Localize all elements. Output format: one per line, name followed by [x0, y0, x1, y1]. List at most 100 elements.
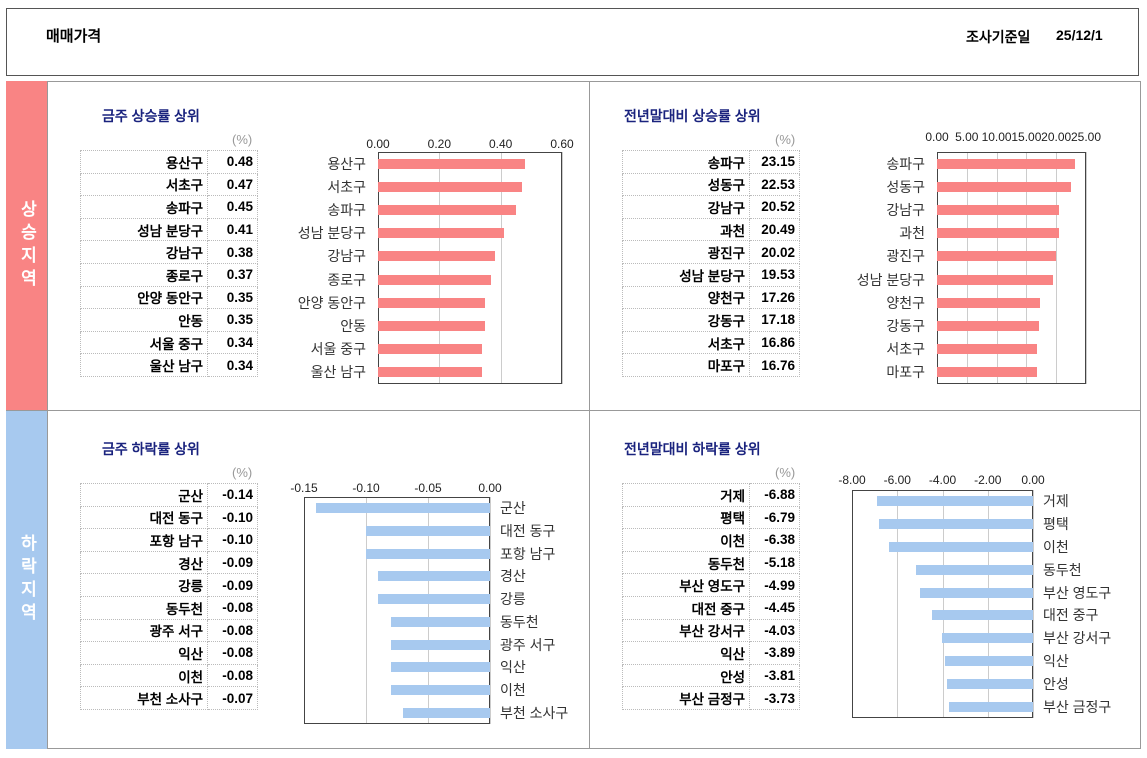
ytd-rise-value-cell: 17.18: [749, 308, 800, 332]
weekly-fall-gridline: [428, 497, 429, 724]
ytd-fall-category-label: 평택: [1043, 516, 1069, 533]
ytd-rise-table: 송파구 23.15 성동구 22.53 강남구 20.52 과천 20.49 광진구 20.02 성…: [621, 150, 800, 377]
weekly-fall-value-cell: -0.10: [207, 505, 258, 530]
ytd-rise-gridline: [996, 152, 998, 384]
ytd-fall-table-row: 대전 중구 -4.45: [621, 595, 800, 620]
ytd-rise-table-row: 마포구 16.76: [621, 353, 800, 377]
weekly-rise-table-row: 성남 분당구 0.41: [79, 217, 258, 242]
weekly-rise-value-cell: 0.37: [207, 262, 258, 287]
ytd-fall-category-label: 부산 금정구: [1043, 698, 1112, 715]
ytd-rise-region-cell: 성남 분당구: [621, 262, 751, 287]
survey-date-label: 조사기준일: [966, 29, 1031, 45]
weekly-fall-region-cell: 포항 남구: [79, 528, 209, 552]
ytd-fall-tick-label: -2.00: [974, 473, 1002, 487]
ytd-rise-gridline: [1056, 152, 1058, 384]
weekly-rise-region-cell: 용산구: [79, 150, 209, 174]
ytd-fall-category-label: 부산 강서구: [1043, 630, 1112, 647]
weekly-fall-table-row: 경산 -0.09: [79, 550, 258, 575]
ytd-rise-bar: [937, 205, 1060, 215]
ytd-fall-bar: [948, 701, 1033, 712]
weekly-fall-category-label: 부천 소사구: [500, 704, 569, 721]
weekly-rise-category-label: 용산구: [327, 155, 366, 172]
weekly-rise-bar: [378, 228, 504, 239]
weekly-rise-category-label: 강남구: [327, 248, 366, 265]
ytd-rise-bar: [937, 344, 1038, 355]
ytd-fall-value-cell: -6.38: [749, 528, 800, 552]
ytd-rise-region-cell: 과천: [621, 217, 751, 242]
ytd-rise-region-cell: 강남구: [621, 195, 751, 219]
ytd-fall-value-cell: -5.18: [749, 550, 800, 575]
ytd-rise-bar: [937, 297, 1040, 308]
ytd-fall-table-row: 평택 -6.79: [621, 505, 800, 530]
ytd-rise-value-cell: 22.53: [749, 172, 800, 197]
weekly-rise-value-cell: 0.35: [207, 285, 258, 310]
weekly-rise-bar: [378, 251, 495, 262]
weekly-rise-gridline: [562, 152, 563, 384]
weekly-fall-value-cell: -0.07: [207, 686, 258, 710]
weekly-rise-value-cell: 0.34: [207, 330, 258, 355]
ytd-rise-value-cell: 20.52: [749, 195, 800, 219]
ytd-fall-category-label: 익산: [1043, 653, 1069, 669]
ytd-rise-table-row: 성남 분당구 19.53: [621, 262, 800, 287]
weekly-rise-title: 금주 상승률 상위: [102, 108, 200, 124]
ytd-rise-value-cell: 17.26: [749, 285, 800, 310]
weekly-rise-value-cell: 0.47: [207, 172, 258, 197]
ytd-rise-gridline: [1026, 152, 1028, 384]
ytd-fall-value-cell: -3.89: [749, 641, 800, 665]
weekly-fall-region-cell: 익산: [79, 641, 209, 665]
weekly-rise-region-cell: 강남구: [79, 240, 209, 264]
weekly-fall-bar: [390, 684, 490, 695]
weekly-rise-value-cell: 0.41: [207, 217, 258, 242]
ytd-rise-tick-label: 20.00: [1041, 130, 1072, 144]
weekly-rise-category-label: 서초구: [327, 178, 366, 195]
weekly-fall-category-label: 광주 서구: [500, 636, 556, 653]
weekly-fall-region-cell: 경산: [79, 550, 209, 575]
weekly-rise-tick-label: 0.00: [366, 137, 390, 151]
weekly-rise-tick-label: 0.40: [488, 137, 513, 151]
weekly-fall-value-cell: -0.10: [207, 528, 258, 552]
ytd-rise-category-label: 과천: [899, 225, 925, 242]
weekly-rise-value-cell: 0.45: [207, 195, 258, 219]
weekly-rise-category-label: 서울 중구: [310, 341, 366, 358]
ytd-fall-title: 전년말대비 하락률 상위: [624, 441, 761, 457]
ytd-rise-category-label: 서초구: [886, 341, 925, 358]
ytd-fall-table: 거제 -6.88 평택 -6.79 이천 -6.38 동두천 -5.18 부산 영도구 -4.99…: [621, 483, 800, 710]
ytd-fall-region-cell: 안성: [621, 663, 751, 688]
ytd-rise-table-row: 서초구 16.86: [621, 330, 800, 355]
ytd-fall-bar: [944, 656, 1033, 666]
weekly-fall-value-cell: -0.08: [207, 595, 258, 620]
weekly-fall-category-label: 경산: [500, 568, 526, 585]
ytd-fall-bar: [879, 519, 1033, 530]
ytd-rise-gridline: [1086, 152, 1087, 384]
ytd-rise-bar: [937, 158, 1075, 169]
weekly-fall-tick-label: -0.15: [290, 481, 318, 495]
weekly-rise-region-cell: 안동: [79, 308, 209, 332]
weekly-fall-table: 군산 -0.14 대전 동구 -0.10 포항 남구 -0.10 경산 -0.09 강릉 -0.0…: [79, 483, 258, 710]
ytd-rise-category-label: 강남구: [886, 202, 925, 218]
weekly-fall-tick-label: -0.10: [352, 481, 380, 495]
ytd-fall-bar: [920, 587, 1033, 598]
ytd-fall-region-cell: 거제: [621, 483, 751, 507]
weekly-rise-table-row: 서초구 0.47: [79, 172, 258, 197]
ytd-rise-tick-label: 10.00: [981, 130, 1012, 144]
weekly-fall-table-row: 부천 소사구 -0.07: [79, 686, 258, 710]
falling-region-label: 하락지역: [6, 410, 47, 749]
ytd-fall-table-row: 안성 -3.81: [621, 663, 800, 688]
ytd-fall-region-cell: 평택: [621, 505, 751, 530]
weekly-rise-plot-area: [378, 152, 562, 384]
ytd-fall-table-row: 익산 -3.89: [621, 641, 800, 665]
weekly-rise-bar: [378, 205, 516, 215]
weekly-rise-value-cell: 0.34: [207, 353, 258, 377]
ytd-rise-bar: [937, 367, 1037, 378]
ytd-fall-region-cell: 부산 강서구: [621, 618, 751, 643]
ytd-rise-table-row: 양천구 17.26: [621, 285, 800, 310]
weekly-fall-bar: [390, 662, 490, 673]
ytd-fall-unit: (%): [775, 465, 796, 480]
ytd-rise-value-cell: 20.49: [749, 217, 800, 242]
ytd-rise-category-label: 성남 분당구: [856, 271, 925, 288]
weekly-fall-bar: [390, 639, 490, 650]
weekly-fall-bar: [316, 503, 490, 514]
ytd-rise-category-label: 마포구: [886, 364, 925, 381]
ytd-rise-region-cell: 양천구: [621, 285, 751, 310]
ytd-rise-tick-label: 5.00: [955, 130, 979, 144]
